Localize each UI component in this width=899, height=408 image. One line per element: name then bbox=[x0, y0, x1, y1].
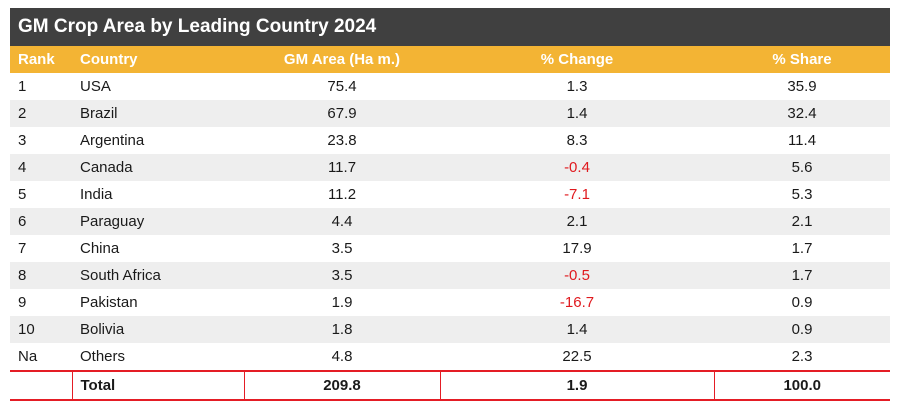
cell-share: 32.4 bbox=[714, 100, 890, 127]
cell-rank: 9 bbox=[18, 294, 27, 311]
table-row: 2 Brazil 67.9 1.4 32.4 bbox=[10, 100, 890, 127]
cell-rank: 5 bbox=[18, 186, 27, 203]
header-row: Rank Country GM Area (Ha m.) % Change % … bbox=[10, 46, 890, 73]
total-row: Total 209.8 1.9 100.0 bbox=[10, 370, 890, 401]
total-change: 1.9 bbox=[439, 370, 714, 401]
cell-country: India bbox=[80, 186, 113, 203]
cell-country: Bolivia bbox=[72, 316, 244, 343]
cell-rank: 6 bbox=[10, 208, 72, 235]
cell-rank: 4 bbox=[10, 154, 72, 181]
cell-share: 2.3 bbox=[791, 348, 813, 365]
table-body: 1 USA 75.4 1.3 35.9 2 Brazil 67.9 1.4 32.4 3 Argent… bbox=[10, 73, 890, 371]
cell-area: 67.9 bbox=[244, 100, 440, 127]
cell-area: 3.5 bbox=[244, 262, 440, 289]
total-area: 209.8 bbox=[243, 370, 440, 401]
cell-share: 5.3 bbox=[791, 186, 813, 203]
cell-share: 1.7 bbox=[714, 262, 890, 289]
table-row: 1 USA 75.4 1.3 35.9 bbox=[10, 73, 890, 100]
table-title: GM Crop Area by Leading Country 2024 bbox=[10, 8, 890, 46]
cell-area: 3.5 bbox=[331, 240, 353, 257]
cell-country: China bbox=[80, 240, 120, 257]
total-rank-cell bbox=[10, 370, 72, 401]
cell-area: 75.4 bbox=[327, 78, 357, 95]
cell-country: Argentina bbox=[80, 132, 145, 149]
cell-share: 1.7 bbox=[791, 240, 813, 257]
total-label: Total bbox=[71, 370, 244, 401]
cell-change: -0.5 bbox=[440, 262, 714, 289]
cell-country: USA bbox=[80, 78, 111, 95]
header-share: % Share bbox=[714, 46, 890, 73]
cell-change: 17.9 bbox=[562, 240, 592, 257]
table-row: 9 Pakistan 1.9 -16.7 0.9 bbox=[10, 289, 890, 316]
cell-share: 35.9 bbox=[787, 78, 817, 95]
total-share: 100.0 bbox=[713, 370, 890, 401]
cell-rank: 2 bbox=[10, 100, 72, 127]
crop-area-table: Rank Country GM Area (Ha m.) % Change % … bbox=[10, 46, 890, 401]
cell-country: Brazil bbox=[72, 100, 244, 127]
cell-change: 2.1 bbox=[440, 208, 714, 235]
cell-share: 11.4 bbox=[787, 132, 817, 149]
cell-area: 1.9 bbox=[331, 294, 353, 311]
cell-rank: 8 bbox=[10, 262, 72, 289]
cell-change: 8.3 bbox=[566, 132, 588, 149]
cell-area: 4.4 bbox=[244, 208, 440, 235]
cell-share: 0.9 bbox=[791, 294, 813, 311]
cell-area: 1.8 bbox=[244, 316, 440, 343]
table-row: 5 India 11.2 -7.1 5.3 bbox=[10, 181, 890, 208]
cell-change: -0.4 bbox=[440, 154, 714, 181]
table-container: GM Crop Area by Leading Country 2024 Ran… bbox=[10, 8, 890, 401]
cell-country: South Africa bbox=[72, 262, 244, 289]
cell-change: 1.3 bbox=[566, 78, 588, 95]
cell-change: 22.5 bbox=[562, 348, 592, 365]
header-rank: Rank bbox=[10, 46, 72, 73]
cell-country: Paraguay bbox=[72, 208, 244, 235]
cell-change: 1.4 bbox=[440, 316, 714, 343]
cell-country: Canada bbox=[72, 154, 244, 181]
cell-rank: 3 bbox=[18, 132, 27, 149]
cell-rank: 7 bbox=[18, 240, 27, 257]
cell-change: -7.1 bbox=[564, 186, 590, 203]
cell-share: 0.9 bbox=[714, 316, 890, 343]
table-row: 4 Canada 11.7 -0.4 5.6 bbox=[10, 154, 890, 181]
table-row: 8 South Africa 3.5 -0.5 1.7 bbox=[10, 262, 890, 289]
cell-area: 4.8 bbox=[331, 348, 353, 365]
header-area: GM Area (Ha m.) bbox=[244, 46, 440, 73]
cell-rank: Na bbox=[18, 348, 38, 365]
table-row: 3 Argentina 23.8 8.3 11.4 bbox=[10, 127, 890, 154]
cell-area: 11.2 bbox=[327, 186, 357, 203]
header-country: Country bbox=[72, 46, 244, 73]
cell-rank: 1 bbox=[18, 78, 27, 95]
table-row: 7 China 3.5 17.9 1.7 bbox=[10, 235, 890, 262]
header-change: % Change bbox=[440, 46, 714, 73]
cell-area: 11.7 bbox=[244, 154, 440, 181]
table-row: 10 Bolivia 1.8 1.4 0.9 bbox=[10, 316, 890, 343]
table-row: Na Others 4.8 22.5 2.3 bbox=[10, 343, 890, 371]
cell-share: 5.6 bbox=[714, 154, 890, 181]
cell-share: 2.1 bbox=[714, 208, 890, 235]
cell-rank: 10 bbox=[10, 316, 72, 343]
cell-change: -16.7 bbox=[559, 294, 595, 311]
table-row: 6 Paraguay 4.4 2.1 2.1 bbox=[10, 208, 890, 235]
cell-country: Pakistan bbox=[80, 294, 138, 311]
cell-area: 23.8 bbox=[327, 132, 357, 149]
cell-country: Others bbox=[80, 348, 126, 365]
cell-change: 1.4 bbox=[440, 100, 714, 127]
